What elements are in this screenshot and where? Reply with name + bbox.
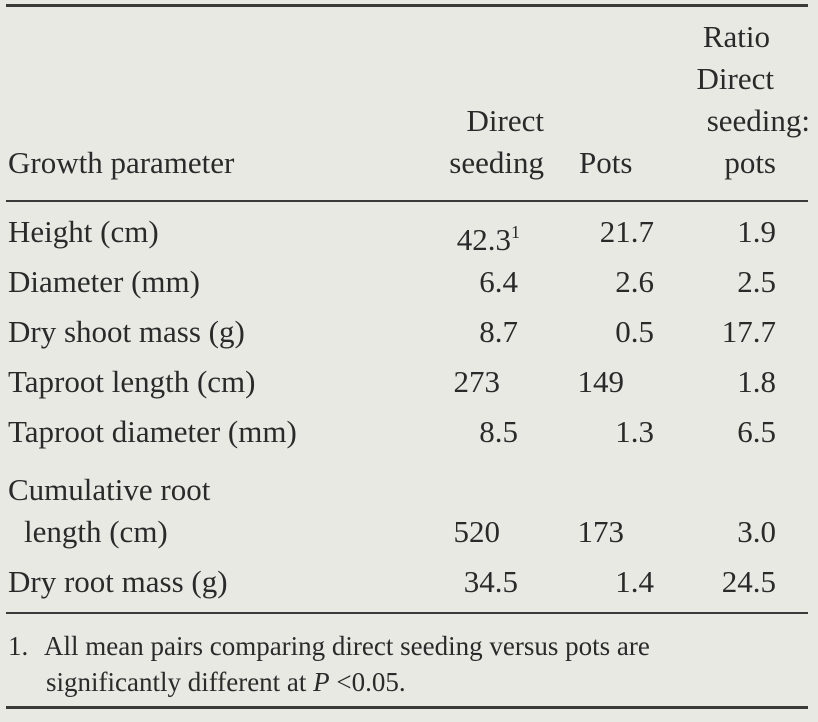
- cell-ratio-diameter: 2.5: [737, 264, 776, 299]
- row-label-dry-shoot-mass: Dry shoot mass (g): [8, 314, 245, 349]
- footnote-text-line2-post: <0.05.: [329, 667, 406, 697]
- header-bottom-rule: [6, 200, 808, 202]
- header-growth-parameter: Growth parameter: [8, 145, 235, 180]
- header-pots: Pots: [579, 145, 633, 180]
- footnote-line1: 1. All mean pairs comparing direct seedin…: [8, 628, 812, 664]
- cell-direct-dry-shoot-mass: 8.7: [479, 314, 518, 349]
- header-ratio-line1: Ratio: [702, 19, 770, 54]
- cell-direct-dry-root-mass: 34.5: [463, 564, 518, 599]
- cell-ratio-height: 1.9: [737, 214, 776, 249]
- row-label-taproot-length: Taproot length (cm): [8, 364, 256, 399]
- header-ratio-line3: seeding:: [706, 103, 810, 138]
- row-label-dry-root-mass: Dry root mass (g): [8, 564, 228, 599]
- footnote-line2: significantly different at P <0.05.: [8, 664, 812, 700]
- footnote-number: 1.: [8, 631, 29, 661]
- cell-direct-taproot-diameter: 8.5: [479, 414, 518, 449]
- header-direct-line2: seeding: [449, 145, 544, 180]
- cell-ratio-taproot-diameter: 6.5: [737, 414, 776, 449]
- cell-direct-height: 42.31: [457, 212, 520, 260]
- cell-pots-diameter: 2.6: [615, 264, 654, 299]
- table-footnote: 1. All mean pairs comparing direct seedin…: [8, 628, 812, 700]
- footnote-marker: 1: [511, 222, 520, 242]
- cell-pots-taproot-length: 149: [577, 364, 625, 399]
- row-label-cumulative-root-line2: length (cm): [24, 514, 168, 549]
- cell-pots-taproot-diameter: 1.3: [615, 414, 654, 449]
- cell-ratio-cumulative-root: 3.0: [737, 514, 776, 549]
- cell-pots-height: 21.7: [599, 214, 654, 249]
- footnote-text-line2-pre: significantly different at: [46, 667, 314, 697]
- cell-pots-cumulative-root: 173: [577, 514, 625, 549]
- row-label-cumulative-root-line1: Cumulative root: [8, 472, 211, 507]
- cell-ratio-dry-shoot-mass: 17.7: [721, 314, 776, 349]
- row-label-height: Height (cm): [8, 214, 159, 249]
- cell-pots-dry-shoot-mass: 0.5: [615, 314, 654, 349]
- table-bottom-rule: [6, 612, 808, 614]
- header-direct-seeding: Direct seeding: [449, 100, 544, 184]
- header-ratio-line2: Direct: [696, 61, 774, 96]
- cell-direct-taproot-length: 273: [453, 364, 501, 399]
- cell-ratio-taproot-length: 1.8: [737, 364, 776, 399]
- footnote-p-variable: P: [313, 667, 330, 697]
- cell-pots-dry-root-mass: 1.4: [615, 564, 654, 599]
- header-direct-line1: Direct: [466, 103, 544, 138]
- page-bottom-rule: [6, 706, 808, 709]
- cell-direct-cumulative-root: 520: [453, 514, 501, 549]
- header-ratio-line4: pots: [724, 145, 776, 180]
- row-label-diameter: Diameter (mm): [8, 264, 200, 299]
- cell-direct-diameter: 6.4: [479, 264, 518, 299]
- row-label-taproot-diameter: Taproot diameter (mm): [8, 414, 297, 449]
- table-top-rule: [6, 4, 808, 7]
- cell-ratio-dry-root-mass: 24.5: [721, 564, 776, 599]
- header-ratio: Ratio Direct seeding: pots: [696, 16, 810, 184]
- cell-direct-height-value: 42.3: [456, 222, 511, 257]
- footnote-text-line1: All mean pairs comparing direct seeding …: [44, 631, 650, 661]
